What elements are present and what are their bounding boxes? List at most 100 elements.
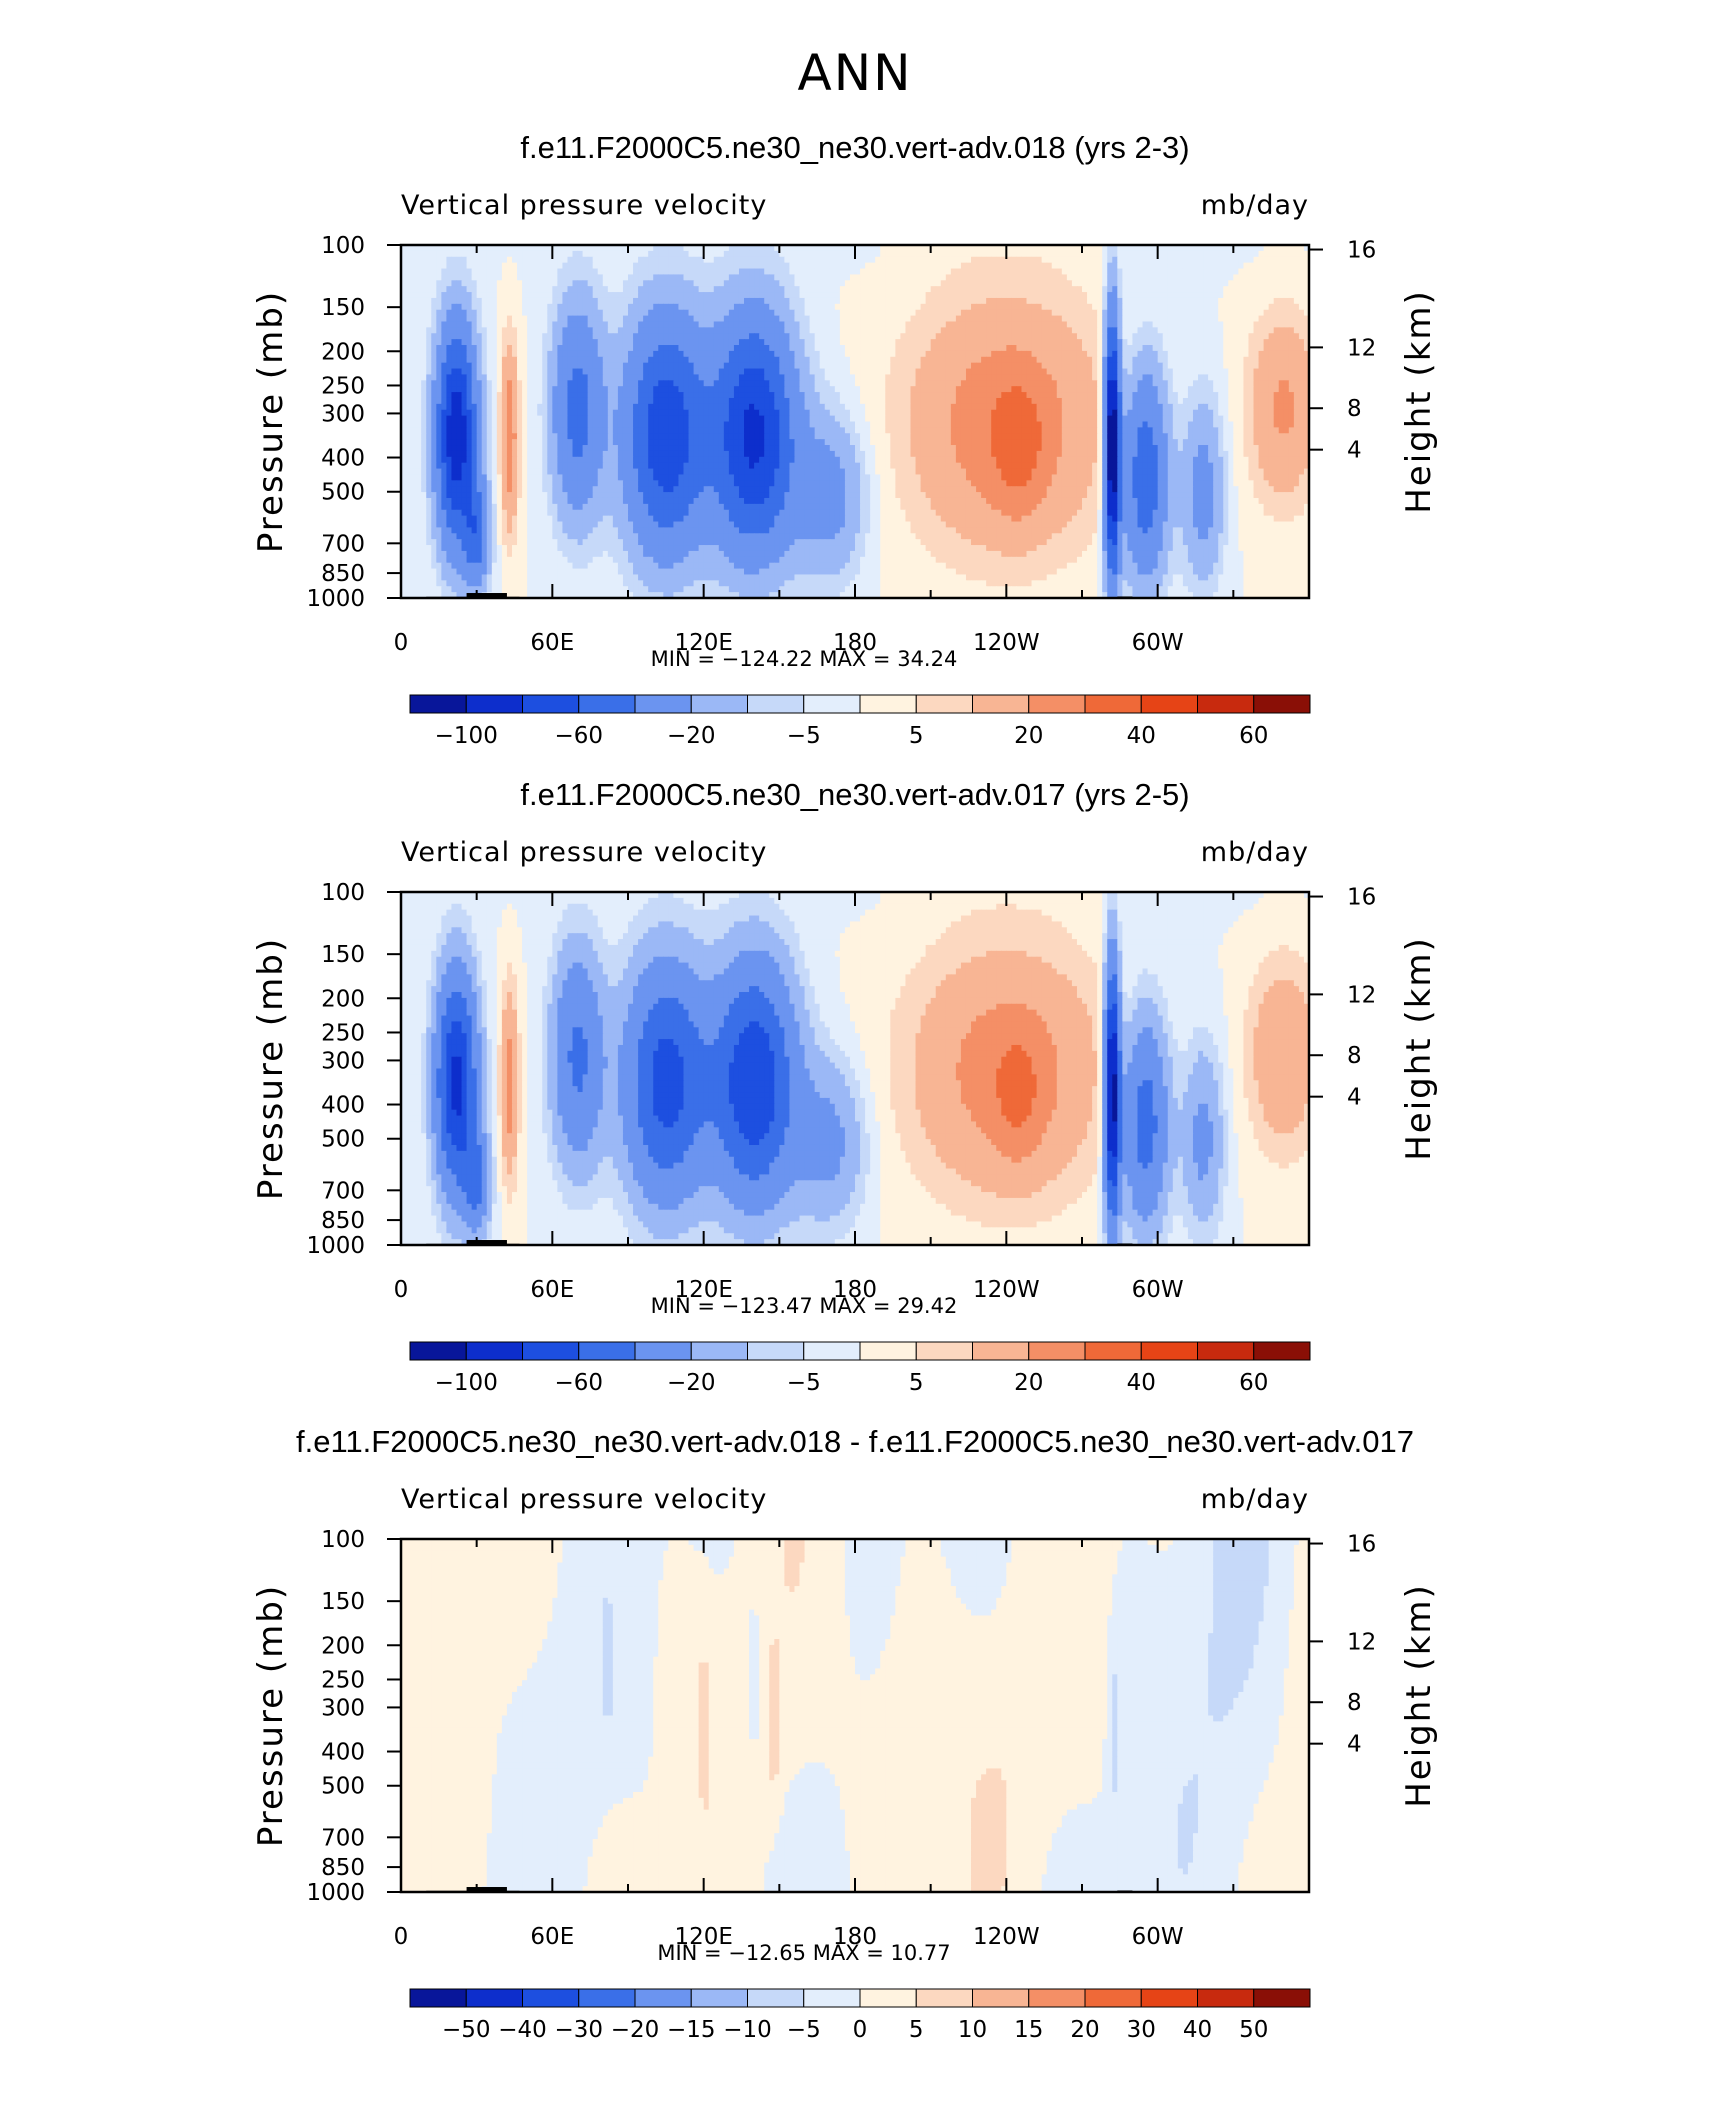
field-cell xyxy=(1042,298,1048,304)
field-cell xyxy=(441,369,447,375)
field-cell xyxy=(1264,257,1270,263)
field-cell xyxy=(971,386,977,392)
field-cell xyxy=(441,380,447,386)
field-cell xyxy=(905,310,911,316)
field-cell xyxy=(1153,280,1159,286)
field-cell xyxy=(709,351,715,357)
field-cell xyxy=(734,292,740,298)
field-cell xyxy=(800,392,806,398)
field-cell xyxy=(810,327,816,333)
field-cell xyxy=(416,286,422,292)
field-cell xyxy=(421,339,427,345)
field-cell xyxy=(1132,345,1138,351)
field-cell xyxy=(583,333,589,339)
field-cell xyxy=(456,292,462,298)
field-cell xyxy=(608,274,614,280)
field-cell xyxy=(537,327,543,333)
field-cell xyxy=(880,257,886,263)
field-cell xyxy=(1254,292,1260,298)
field-cell xyxy=(961,310,967,316)
field-cell xyxy=(1153,392,1159,398)
field-cell xyxy=(613,286,619,292)
field-cell xyxy=(800,386,806,392)
field-cell xyxy=(794,386,800,392)
field-cell xyxy=(1279,280,1285,286)
field-cell xyxy=(1153,339,1159,345)
field-cell xyxy=(1173,374,1179,380)
field-cell xyxy=(431,298,437,304)
field-cell xyxy=(583,327,589,333)
field-cell xyxy=(855,292,861,298)
field-cell xyxy=(1016,398,1022,404)
field-cell xyxy=(1067,392,1073,398)
field-cell xyxy=(1198,398,1204,404)
field-cell xyxy=(789,351,795,357)
field-cell xyxy=(875,292,881,298)
field-cell xyxy=(870,333,876,339)
field-cell xyxy=(1092,363,1098,369)
field-cell xyxy=(1284,321,1290,327)
field-cell xyxy=(623,327,629,333)
field-cell xyxy=(1052,269,1058,275)
field-cell xyxy=(1274,363,1280,369)
field-cell xyxy=(1021,316,1027,322)
field-cell xyxy=(905,392,911,398)
field-cell xyxy=(1213,304,1219,310)
field-cell xyxy=(1294,321,1300,327)
field-cell xyxy=(643,398,649,404)
field-cell xyxy=(446,369,452,375)
field-cell xyxy=(850,327,856,333)
field-cell xyxy=(658,339,664,345)
field-cell xyxy=(441,386,447,392)
field-cell xyxy=(1153,310,1159,316)
field-cell xyxy=(1027,404,1033,410)
field-cell xyxy=(709,327,715,333)
field-cell xyxy=(1203,304,1209,310)
field-cell xyxy=(1163,374,1169,380)
field-cell xyxy=(678,298,684,304)
field-cell xyxy=(441,257,447,263)
field-cell xyxy=(850,357,856,363)
field-cell xyxy=(996,257,1002,263)
field-cell xyxy=(683,280,689,286)
field-cell xyxy=(946,280,952,286)
field-cell xyxy=(1137,298,1143,304)
field-cell xyxy=(769,274,775,280)
field-cell xyxy=(1188,398,1194,404)
field-cell xyxy=(729,304,735,310)
field-cell xyxy=(1254,351,1260,357)
field-cell xyxy=(1097,292,1103,298)
field-cell xyxy=(517,386,523,392)
field-cell xyxy=(699,380,705,386)
field-cell xyxy=(946,310,952,316)
field-cell xyxy=(507,380,513,386)
field-cell xyxy=(860,392,866,398)
field-cell xyxy=(532,380,538,386)
field-cell xyxy=(734,251,740,257)
field-cell xyxy=(865,316,871,322)
field-cell xyxy=(517,345,523,351)
field-cell xyxy=(885,345,891,351)
field-cell xyxy=(426,333,432,339)
field-cell xyxy=(754,286,760,292)
field-cell xyxy=(542,310,548,316)
field-cell xyxy=(451,316,457,322)
field-cell xyxy=(1067,286,1073,292)
field-cell xyxy=(1188,269,1194,275)
field-cell xyxy=(532,374,538,380)
field-cell xyxy=(406,274,412,280)
field-cell xyxy=(724,357,730,363)
field-cell xyxy=(996,380,1002,386)
field-cell xyxy=(618,339,624,345)
field-cell xyxy=(1213,269,1219,275)
field-cell xyxy=(1228,298,1234,304)
field-cell xyxy=(512,327,518,333)
field-cell xyxy=(991,292,997,298)
field-cell xyxy=(926,339,932,345)
field-cell xyxy=(1042,257,1048,263)
field-cell xyxy=(1218,351,1224,357)
field-cell xyxy=(1001,339,1007,345)
field-cell xyxy=(1254,274,1260,280)
field-cell xyxy=(1188,274,1194,280)
field-cell xyxy=(613,257,619,263)
